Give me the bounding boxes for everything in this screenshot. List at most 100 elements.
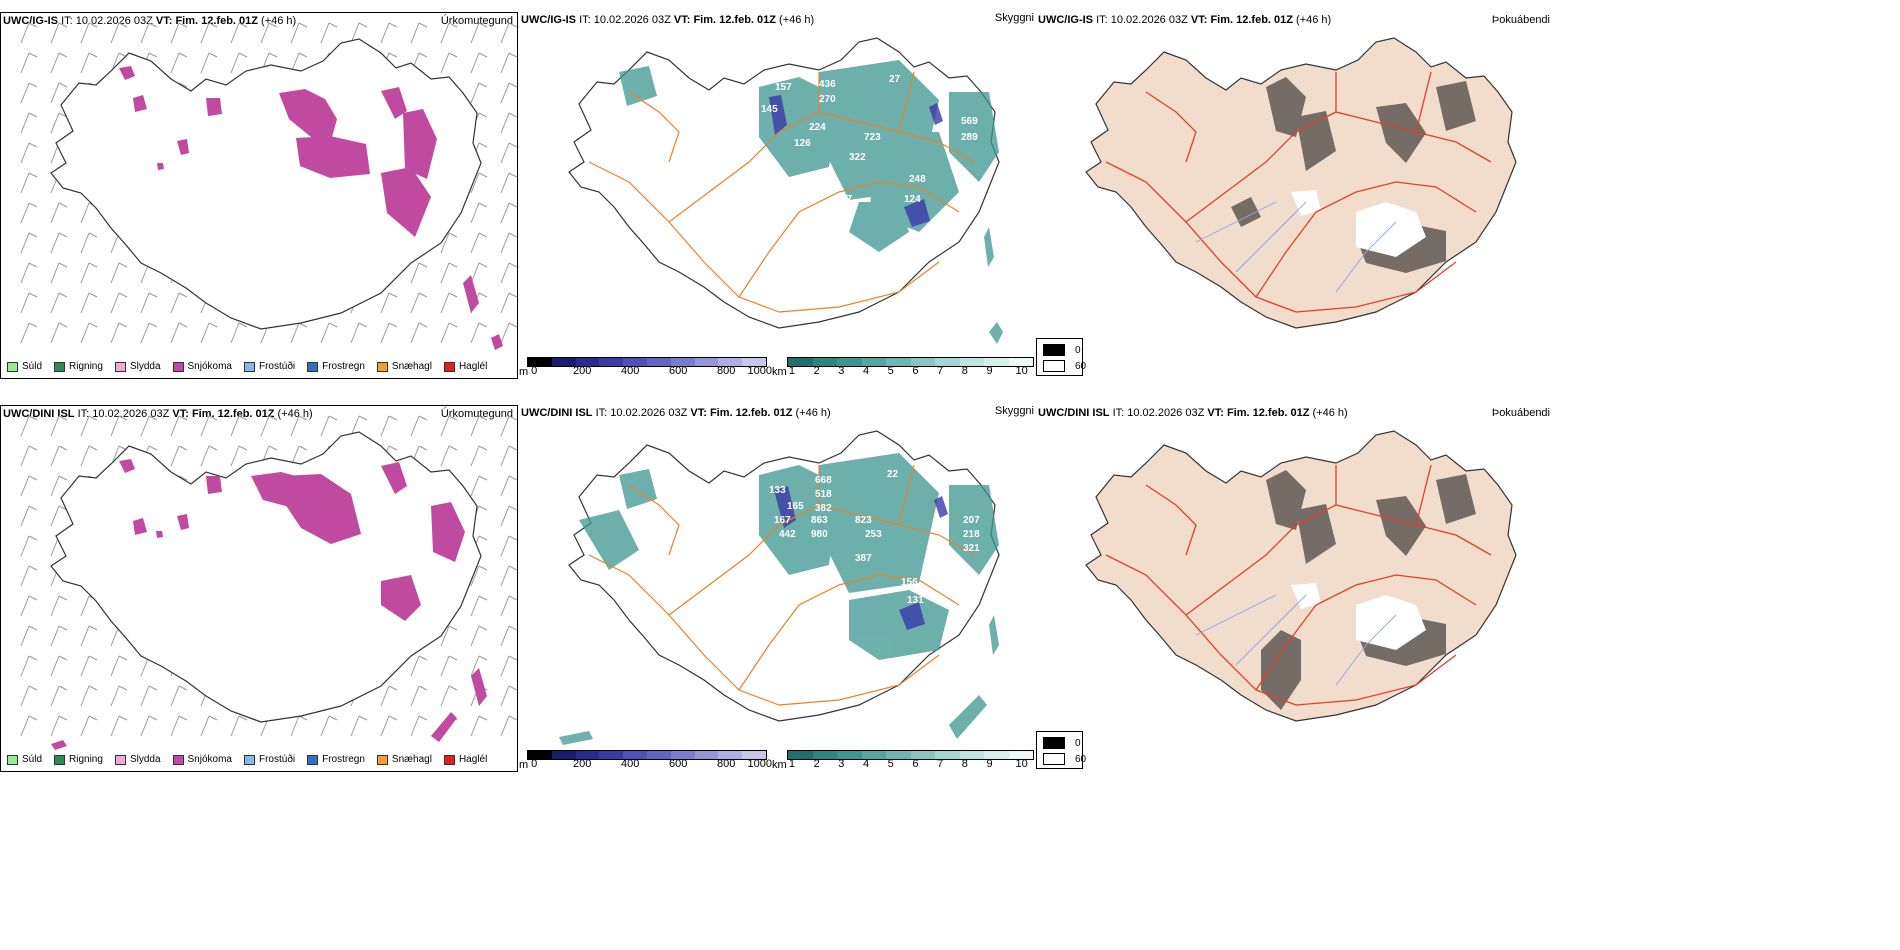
wind-barb-flag xyxy=(148,22,158,28)
legend-item: Snæhagl xyxy=(376,361,432,372)
wind-barb xyxy=(410,685,420,707)
wind-barb-flag xyxy=(478,22,488,28)
wind-barb xyxy=(350,322,360,344)
wind-barb-flag xyxy=(478,292,488,298)
wind-barb xyxy=(80,22,90,44)
wind-barb-flag xyxy=(508,415,517,421)
wind-barb-flag xyxy=(28,232,38,238)
road-line xyxy=(1145,91,1197,163)
wind-barb-flag xyxy=(478,625,488,631)
wind-barb-flag xyxy=(178,415,188,421)
wind-barb-flag xyxy=(298,415,308,421)
wind-barb-flag xyxy=(148,715,158,721)
wind-barb-flag xyxy=(28,655,38,661)
wind-barb-flag xyxy=(118,415,128,421)
fog-map xyxy=(1085,430,1517,722)
legend-item: Súld xyxy=(7,754,42,765)
wind-barb xyxy=(140,685,150,707)
wind-barb-flag xyxy=(478,565,488,571)
wind-barb xyxy=(50,595,60,617)
wind-barb xyxy=(440,52,450,74)
wind-barb-flag xyxy=(448,262,458,268)
wind-barb xyxy=(80,625,90,647)
cloud-base-label: 167 xyxy=(774,515,791,526)
wind-barb xyxy=(470,595,480,617)
wind-barb xyxy=(380,322,390,344)
wind-barb xyxy=(500,232,510,254)
ceiling-areas xyxy=(774,486,948,630)
panel-type-label: Úrkomutegund xyxy=(440,15,513,27)
road-line xyxy=(628,484,680,556)
road-line xyxy=(738,181,960,298)
wind-barb-flag xyxy=(238,52,248,58)
wind-barb xyxy=(50,685,60,707)
visibility-colorbar xyxy=(787,357,1034,367)
wind-barb-flag xyxy=(388,715,398,721)
cloud-base-label: 156 xyxy=(901,577,918,588)
wind-barb xyxy=(80,595,90,617)
wind-barb xyxy=(500,262,510,284)
visibility-unit: km xyxy=(772,759,787,771)
wind-barb-flag xyxy=(208,22,218,28)
wind-barb-flag xyxy=(58,232,68,238)
wind-barb xyxy=(110,685,120,707)
wind-barb xyxy=(80,292,90,314)
wind-barb-flag xyxy=(28,715,38,721)
wind-barb xyxy=(500,595,510,617)
wind-barb xyxy=(470,262,480,284)
wind-barb xyxy=(440,655,450,677)
cloud-base-label: 289 xyxy=(961,132,978,143)
fog-panel-top: UWC/IG-IS IT: 10.02.2026 03Z VT: Fim. 12… xyxy=(1036,12,1554,352)
wind-barb-flag xyxy=(28,565,38,571)
wind-barb xyxy=(20,142,30,164)
wind-barb xyxy=(110,715,120,737)
river-line xyxy=(1235,594,1307,666)
wind-barb-flag xyxy=(118,322,128,328)
wind-barb xyxy=(500,565,510,587)
wind-barb-flag xyxy=(478,82,488,88)
wind-barb xyxy=(470,625,480,647)
wind-barb xyxy=(200,415,210,437)
swatch-sleet xyxy=(114,361,126,372)
ceiling-colorbar xyxy=(527,357,767,367)
wind-barb-flag xyxy=(388,292,398,298)
wind-barb xyxy=(200,52,210,74)
swatch-freezing-drizzle xyxy=(243,754,255,765)
wind-barb-flag xyxy=(88,22,98,28)
wind-barb xyxy=(500,22,510,44)
wind-barb xyxy=(470,322,480,344)
wind-barb-flag xyxy=(508,505,517,511)
swatch-sleet xyxy=(114,754,126,765)
wind-barb xyxy=(20,82,30,104)
wind-barb-flag xyxy=(478,52,488,58)
wind-barb xyxy=(80,232,90,254)
wind-barb-flag xyxy=(178,22,188,28)
wind-barb xyxy=(290,22,300,44)
wind-barb xyxy=(320,322,330,344)
wind-barb xyxy=(20,655,30,677)
cloud-base-label: 165 xyxy=(787,501,804,512)
wind-barb xyxy=(320,415,330,437)
wind-barb xyxy=(20,505,30,527)
wind-barb xyxy=(230,715,240,737)
wind-barb-flag xyxy=(358,415,368,421)
wind-barb xyxy=(500,505,510,527)
swatch-snow xyxy=(172,754,184,765)
fog-legend-top: 0 60 xyxy=(1036,338,1086,376)
wind-barb xyxy=(470,172,480,194)
wind-barb xyxy=(230,415,240,437)
wind-barb xyxy=(440,445,450,467)
cloud-base-label: 224 xyxy=(809,122,826,133)
ceiling-unit: m xyxy=(519,366,529,378)
wind-barb xyxy=(50,82,60,104)
wind-barb-flag xyxy=(268,22,278,28)
wind-barb xyxy=(20,232,30,254)
panel-title: UWC/IG-IS IT: 10.02.2026 03Z VT: Fim. 12… xyxy=(1038,14,1332,26)
wind-barb xyxy=(20,52,30,74)
wind-barb-flag xyxy=(508,535,517,541)
ceiling-colorbar xyxy=(527,750,767,760)
wind-barb-flag xyxy=(58,22,68,28)
road-line xyxy=(628,91,680,163)
cloud-base-label: 569 xyxy=(961,116,978,127)
